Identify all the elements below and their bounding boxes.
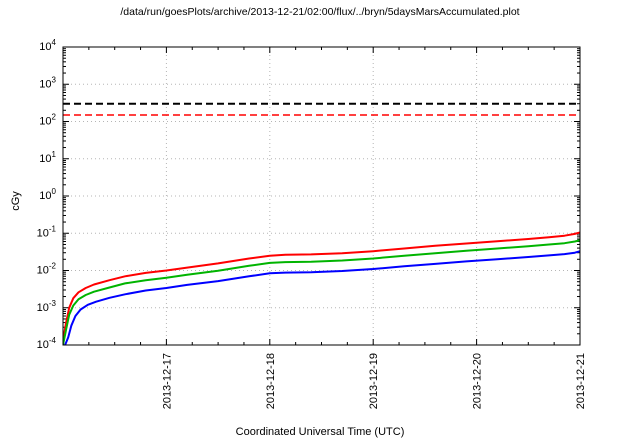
y-tick-label: 102: [39, 113, 56, 128]
x-tick-label: 2013-12-19: [368, 353, 380, 409]
plot-border: [62, 46, 581, 346]
x-axis-label: Coordinated Universal Time (UTC): [235, 426, 405, 438]
y-axis-label: cGy: [10, 191, 22, 211]
y-tick-label: 10-3: [37, 299, 57, 314]
accumulated-dose-green-curve: [63, 239, 580, 345]
accumulated-dose-blue-curve: [64, 250, 580, 345]
y-tick-label: 10-4: [37, 336, 57, 351]
x-tick-label: 2013-12-21: [575, 353, 587, 409]
chart-title: /data/run/goesPlots/archive/2013-12-21/0…: [120, 6, 520, 18]
y-tick-label: 100: [39, 187, 56, 202]
y-tick-label: 101: [39, 150, 56, 165]
x-tick-label: 2013-12-18: [265, 353, 277, 409]
x-tick-label: 2013-12-17: [161, 353, 173, 409]
y-tick-label: 10-1: [37, 224, 57, 239]
x-tick-label: 2013-12-20: [472, 353, 484, 409]
y-tick-label: 103: [39, 75, 56, 90]
y-tick-label: 104: [39, 38, 56, 53]
y-tick-label: 10-2: [37, 262, 57, 277]
accumulated-dose-red-curve: [63, 231, 580, 342]
